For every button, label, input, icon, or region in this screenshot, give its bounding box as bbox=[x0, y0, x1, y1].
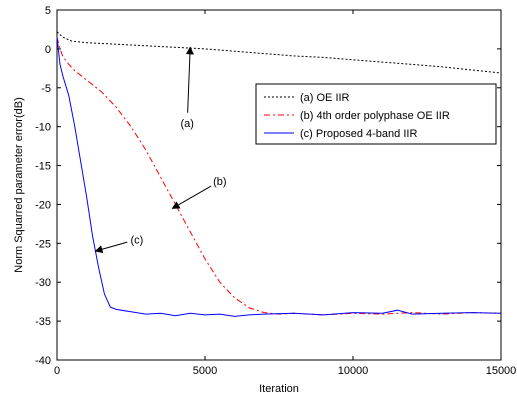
legend-label: (b) 4th order polyphase OE IIR bbox=[300, 110, 450, 122]
series-line-2 bbox=[56, 37, 502, 317]
annotation-arrow bbox=[185, 46, 194, 113]
y-tick-label: -10 bbox=[35, 122, 51, 134]
y-tick-label: -35 bbox=[35, 316, 51, 328]
y-tick-label: -15 bbox=[35, 161, 51, 173]
y-tick-label: -30 bbox=[35, 277, 51, 289]
x-tick-label: 15000 bbox=[486, 365, 517, 377]
series-line-1 bbox=[56, 37, 502, 316]
y-tick-label: 0 bbox=[45, 44, 51, 56]
x-tick-label: 5000 bbox=[193, 365, 217, 377]
x-tick-label: 10000 bbox=[338, 365, 369, 377]
legend: (a) OE IIR (b) 4th order polyphase OE IIR… bbox=[255, 83, 497, 145]
annotation-arrow bbox=[171, 185, 212, 209]
annotation-label: (c) bbox=[131, 234, 144, 246]
y-tick-label: -5 bbox=[41, 83, 51, 95]
legend-label: (c) Proposed 4-band IIR bbox=[300, 128, 417, 140]
y-tick-label: -20 bbox=[35, 199, 51, 211]
annotation-label: (a) bbox=[181, 118, 194, 130]
plot-area bbox=[56, 9, 502, 361]
y-tick-label: -25 bbox=[35, 238, 51, 250]
x-tick-label: 0 bbox=[54, 365, 60, 377]
legend-box bbox=[255, 83, 497, 145]
annotation-label: (b) bbox=[213, 176, 226, 188]
y-axis-label: Norm Squarred parameter error(dB) bbox=[13, 97, 25, 272]
legend-label: (a) OE IIR bbox=[300, 92, 350, 104]
y-tick-label: -40 bbox=[35, 355, 51, 367]
x-axis-label: Iteration bbox=[259, 383, 299, 395]
annotation-arrow bbox=[94, 241, 128, 254]
y-tick-label: 5 bbox=[45, 5, 51, 17]
